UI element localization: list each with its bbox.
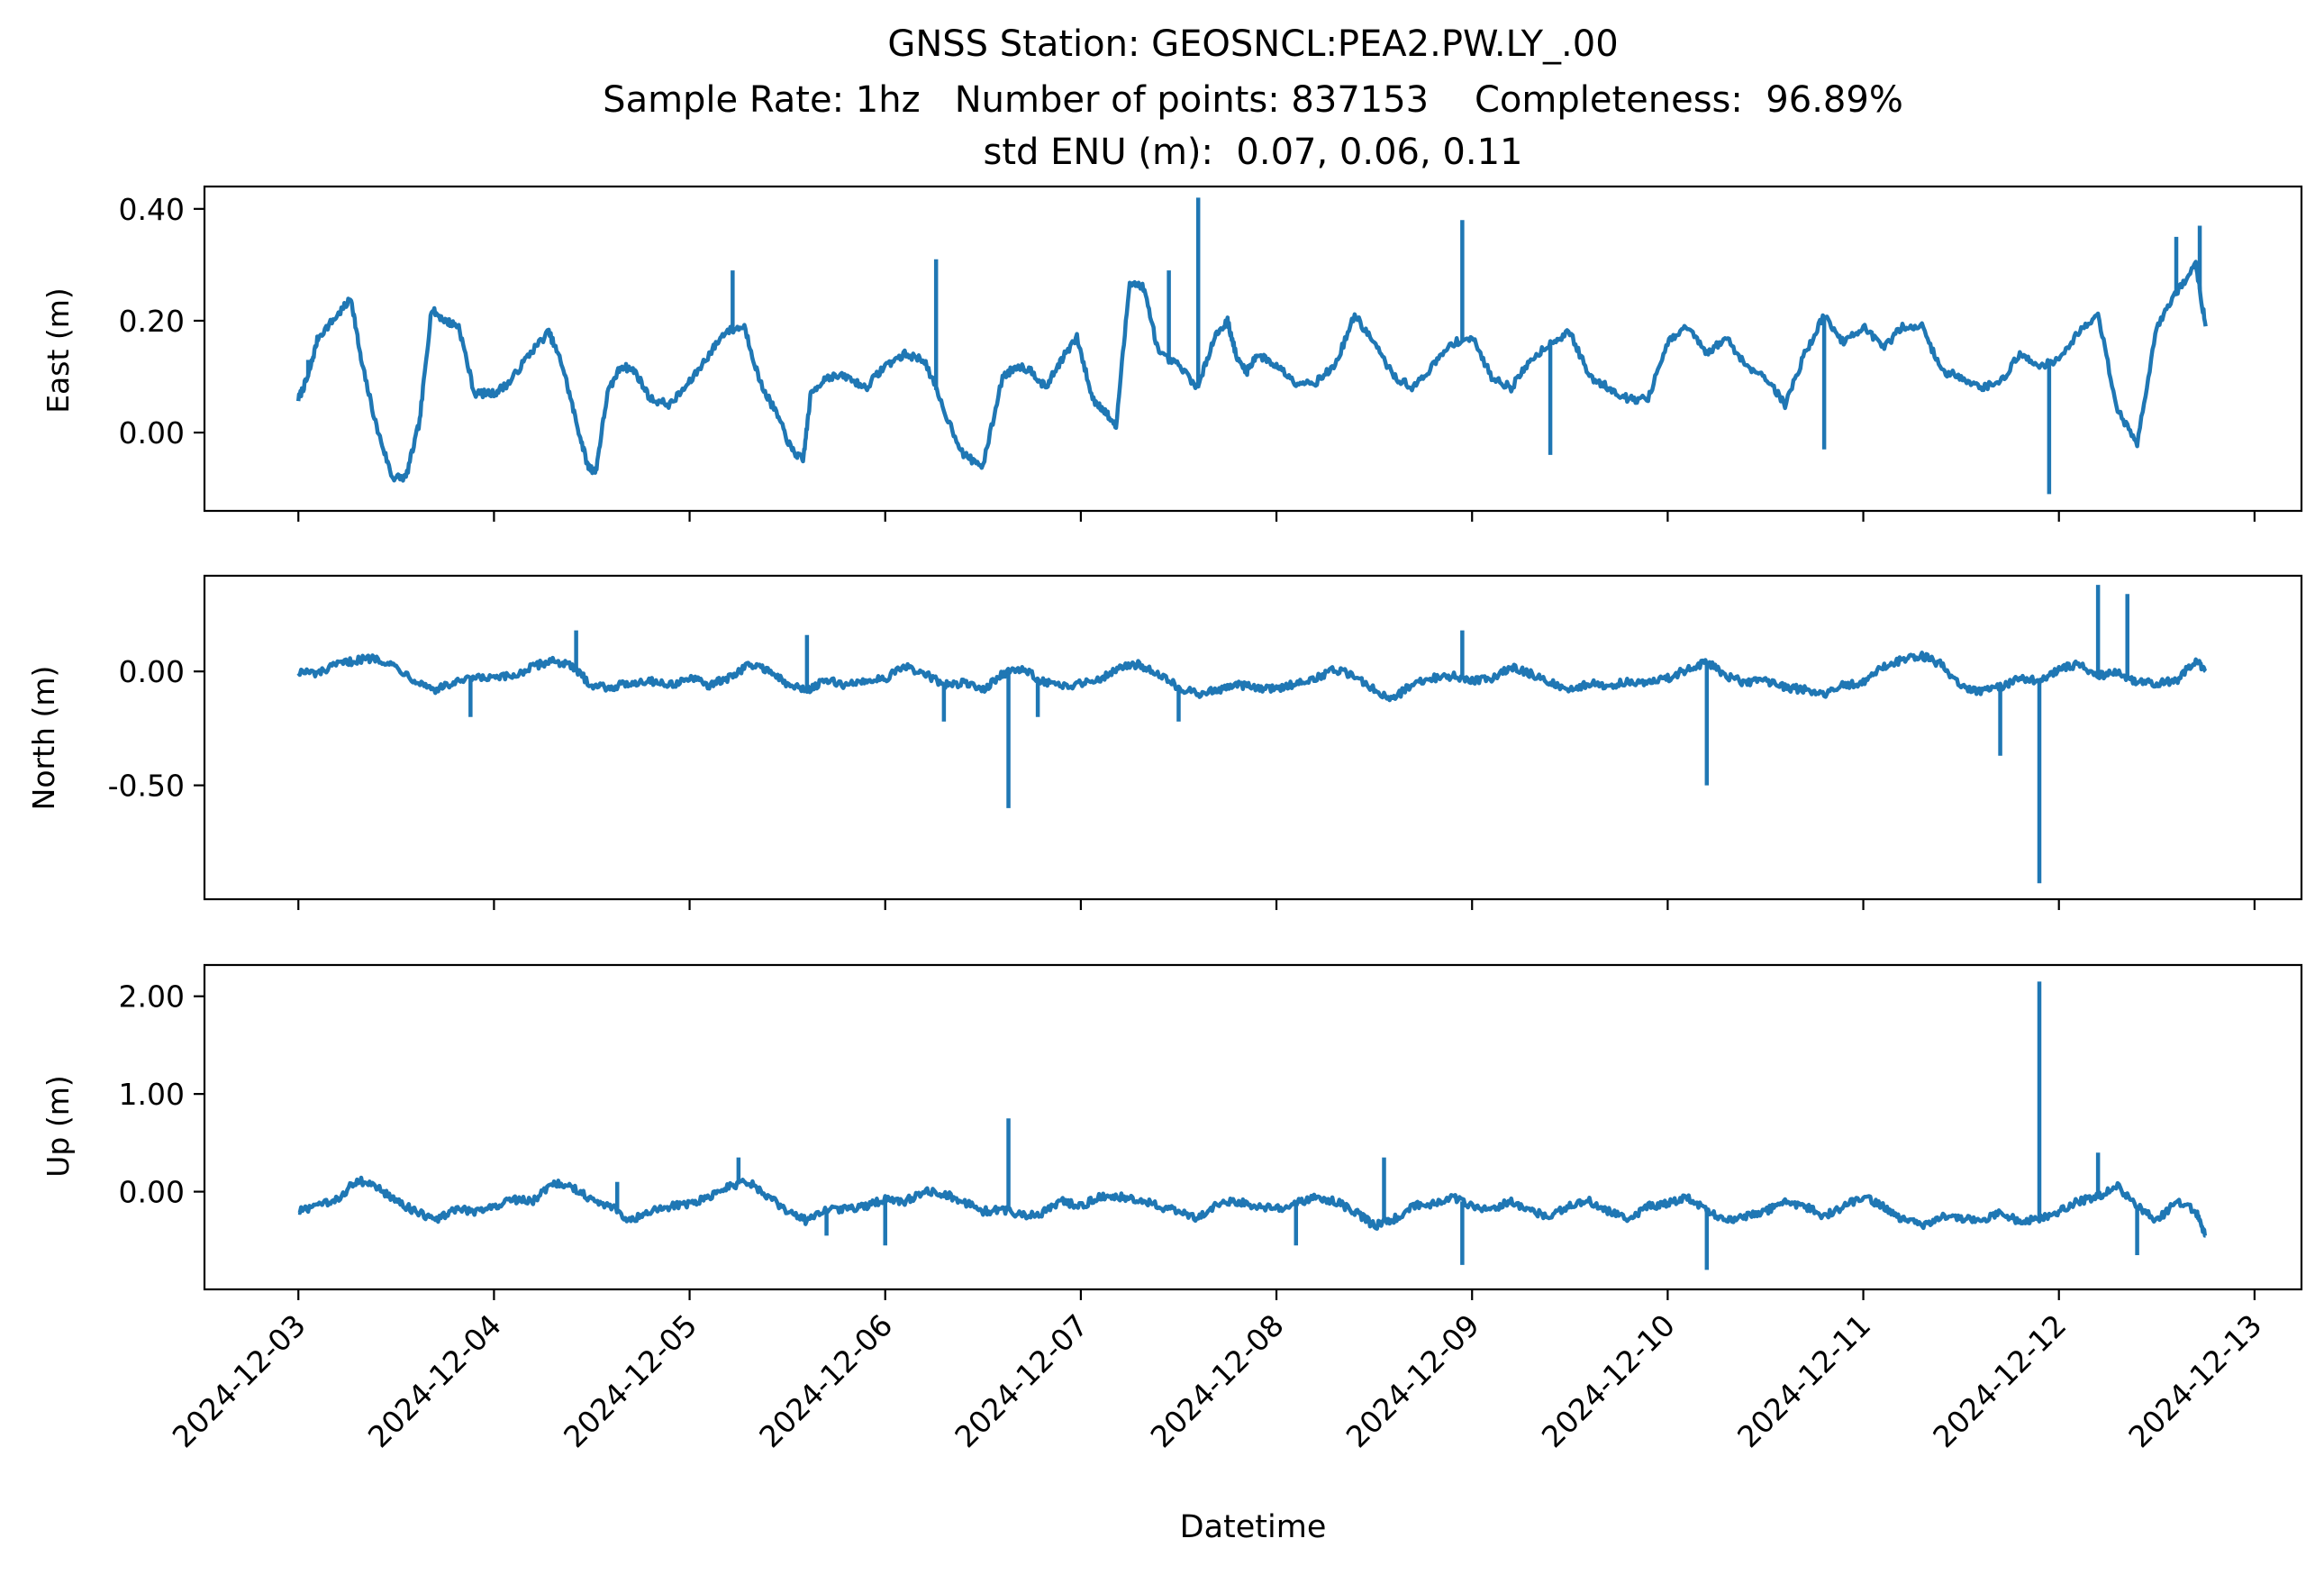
up-ytick-label-0: 0.00: [119, 1175, 185, 1210]
x-axis-label: Datetime: [1180, 1509, 1327, 1545]
north-ylabel: North (m): [26, 666, 61, 811]
east-ylabel: East (m): [41, 287, 76, 414]
north-ytick-label-1: -0.50: [108, 769, 185, 804]
east-ytick-label-2: 0.40: [119, 192, 185, 227]
east-ytick-label-1: 0.20: [119, 304, 185, 339]
east-axes: 0.00 0.20 0.40: [119, 185, 2303, 522]
chart-title-line-3: std ENU (m): 0.07, 0.06, 0.11: [984, 132, 1523, 173]
chart-title-line-1: GNSS Station: GEOSNCL:PEA2.PW.LY_.00: [887, 23, 1618, 65]
north-axes-frame: [203, 574, 2303, 901]
up-series-line: [297, 1175, 2208, 1238]
east-axes-frame: [203, 185, 2303, 513]
up-ylabel: Up (m): [41, 1075, 76, 1178]
north-ytick-label-0: 0.00: [119, 654, 185, 689]
chart-title-line-2: Sample Rate: 1hz Number of points: 83715…: [603, 79, 1903, 121]
east-ytick-label-0: 0.00: [119, 415, 185, 451]
up-axes-frame: [203, 963, 2303, 1291]
north-axes: 0.00 -0.50: [108, 574, 2303, 910]
up-ytick-label-2: 2.00: [119, 979, 185, 1015]
east-series-line: [295, 259, 2208, 483]
up-ytick-label-1: 1.00: [119, 1077, 185, 1112]
north-series-line: [296, 651, 2208, 703]
